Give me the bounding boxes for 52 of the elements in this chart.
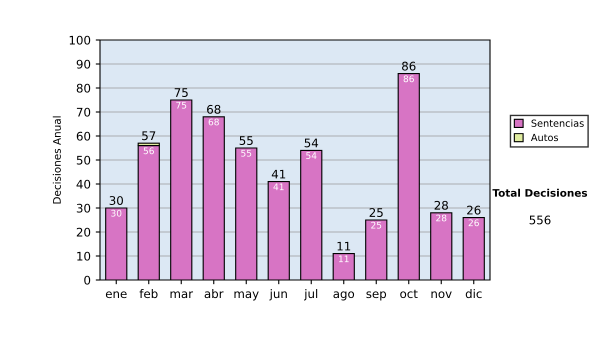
x-tick-label: sep xyxy=(366,291,386,300)
total-label: 30 xyxy=(110,196,123,205)
y-tick-label: 100 xyxy=(70,36,90,45)
x-tick-label: ago xyxy=(333,291,354,300)
total-label: 11 xyxy=(338,242,350,250)
y-tick-label: 0 xyxy=(84,276,90,285)
total-label: 41 xyxy=(272,170,286,178)
y-tick-label: 80 xyxy=(76,84,90,93)
text: 556 xyxy=(530,215,551,224)
x-tick-label: may xyxy=(234,291,259,300)
x-tick-label: mar xyxy=(170,291,194,298)
legend-label: Sentencias xyxy=(532,119,584,127)
x-tick-label: abr xyxy=(204,289,224,298)
y-tick-label: 30 xyxy=(76,204,90,213)
legend-label: Autos xyxy=(530,134,558,142)
total-label: 54 xyxy=(304,138,318,148)
total-label: 28 xyxy=(434,200,448,210)
data-label: 86 xyxy=(404,75,414,82)
total-label: 25 xyxy=(370,208,383,217)
data-label: 25 xyxy=(371,222,382,229)
y-tick-label: 20 xyxy=(76,228,90,237)
total-label: 75 xyxy=(174,88,188,97)
x-tick-label: ene xyxy=(106,291,127,298)
y-tick-label: 10 xyxy=(77,252,90,261)
data-label: 30 xyxy=(111,210,122,217)
y-tick-label: 70 xyxy=(76,108,90,117)
total-label: 57 xyxy=(142,131,156,140)
x-tick-label: jul xyxy=(304,289,318,300)
y-tick-label: 90 xyxy=(76,60,90,69)
y-tick-label: 40 xyxy=(76,180,90,189)
text: Total Decisiones xyxy=(492,188,588,197)
data-label: 41 xyxy=(273,184,284,190)
data-label: 68 xyxy=(208,118,219,126)
data-label: 26 xyxy=(468,219,479,226)
y-tick-label: 60 xyxy=(76,132,90,141)
total-label: 86 xyxy=(402,62,416,71)
y-tick-label: 50 xyxy=(76,156,90,165)
data-label: 56 xyxy=(144,147,154,154)
data-label: 55 xyxy=(241,150,252,157)
x-tick-label: oct xyxy=(400,290,418,298)
x-tick-label: nov xyxy=(431,291,452,298)
data-label: 28 xyxy=(436,214,446,222)
data-label: 54 xyxy=(306,152,316,160)
x-tick-label: jun xyxy=(269,289,287,300)
y-axis-title: Decisiones Anual xyxy=(52,116,61,204)
total-label: 55 xyxy=(240,136,253,145)
total-label: 68 xyxy=(207,104,220,114)
data-label: 11 xyxy=(339,256,349,262)
data-label: 75 xyxy=(176,102,186,109)
x-tick-label: feb xyxy=(140,289,158,298)
x-tick-label: dic xyxy=(466,289,482,298)
total-label: 26 xyxy=(467,206,481,215)
